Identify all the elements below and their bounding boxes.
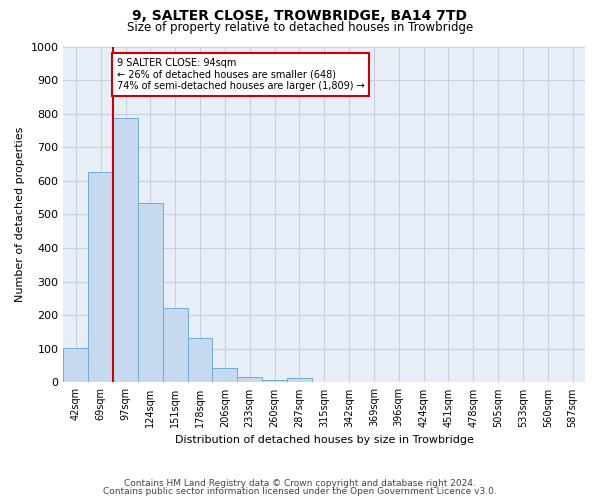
Bar [237, 377, 262, 382]
Bar [287, 378, 312, 382]
Bar [64, 348, 88, 382]
Bar [262, 380, 287, 382]
Text: Contains HM Land Registry data © Crown copyright and database right 2024.: Contains HM Land Registry data © Crown c… [124, 478, 476, 488]
Bar [138, 202, 163, 382]
Bar [212, 368, 237, 382]
Bar [163, 308, 188, 382]
Y-axis label: Number of detached properties: Number of detached properties [15, 127, 25, 302]
Bar [88, 172, 113, 382]
Text: 9 SALTER CLOSE: 94sqm
← 26% of detached houses are smaller (648)
74% of semi-det: 9 SALTER CLOSE: 94sqm ← 26% of detached … [117, 58, 365, 92]
Text: Size of property relative to detached houses in Trowbridge: Size of property relative to detached ho… [127, 21, 473, 34]
Bar [113, 118, 138, 382]
Bar [188, 338, 212, 382]
Text: 9, SALTER CLOSE, TROWBRIDGE, BA14 7TD: 9, SALTER CLOSE, TROWBRIDGE, BA14 7TD [133, 9, 467, 23]
Text: Contains public sector information licensed under the Open Government Licence v3: Contains public sector information licen… [103, 487, 497, 496]
X-axis label: Distribution of detached houses by size in Trowbridge: Distribution of detached houses by size … [175, 435, 473, 445]
